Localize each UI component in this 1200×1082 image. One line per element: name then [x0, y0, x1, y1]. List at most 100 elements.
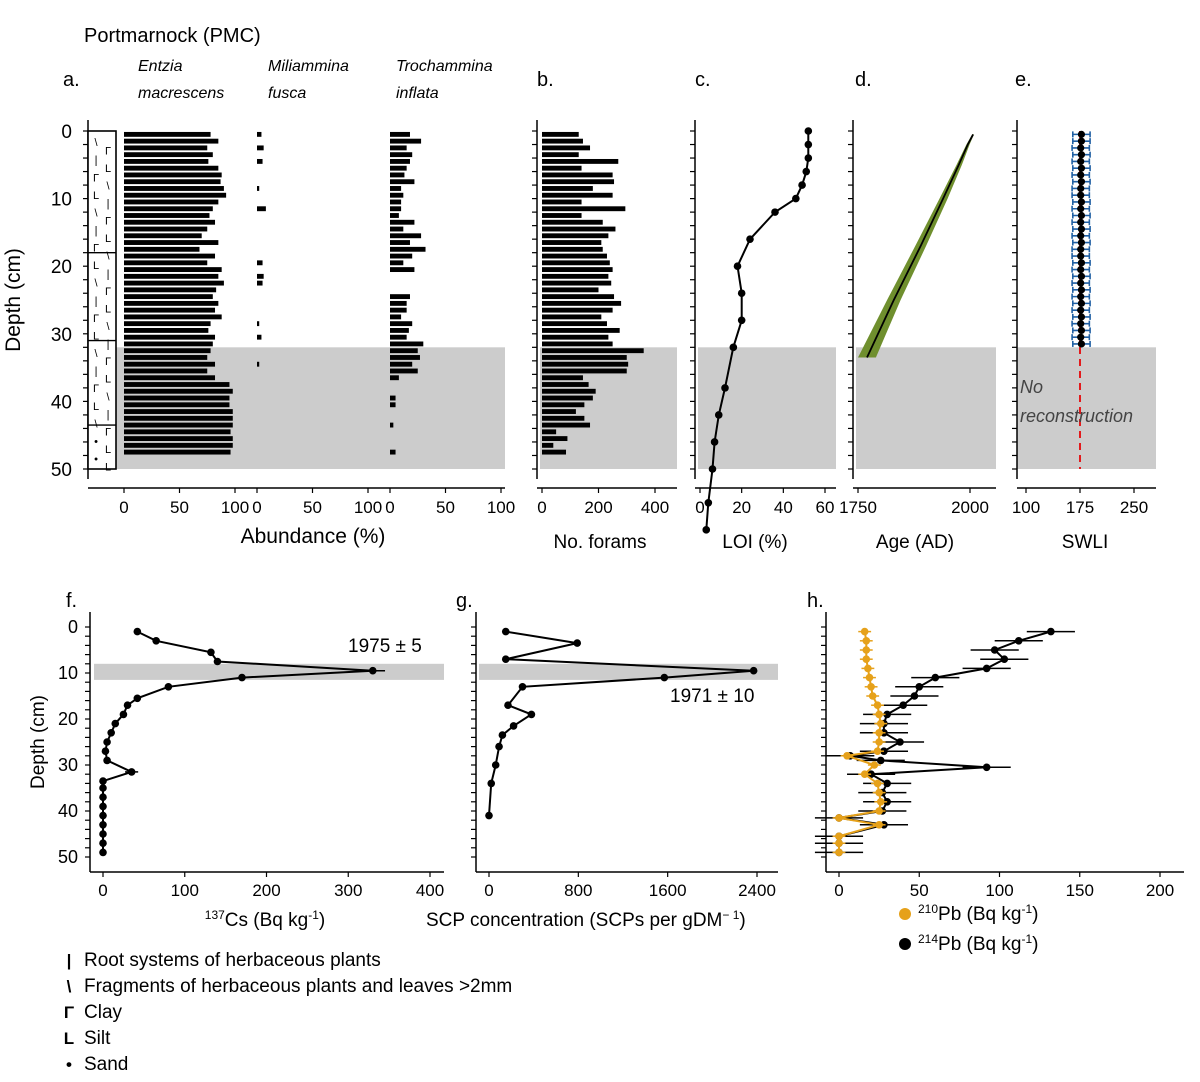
bar-0: [124, 172, 222, 178]
legend-label: Silt: [84, 1028, 111, 1049]
lithology-symbol: Γ: [93, 383, 99, 395]
pb0-point: [875, 710, 883, 719]
bar-1: [257, 273, 264, 279]
y-tick-label: 30: [58, 755, 78, 775]
pb0-point: [864, 664, 872, 673]
pb0-point: [862, 655, 871, 663]
swli-point: [1077, 184, 1085, 193]
bar-2: [390, 422, 394, 428]
lithology-symbol: \: [94, 137, 98, 149]
panel-label: c.: [695, 69, 711, 91]
bar-0: [124, 300, 219, 306]
x-axis-label: SWLI: [1062, 532, 1108, 553]
bar-2: [390, 192, 404, 198]
pb0-point: [875, 821, 883, 829]
pb1-point: [910, 692, 919, 700]
lithology-symbol: \: [106, 391, 110, 403]
bar: [542, 388, 596, 394]
swli-point: [1077, 130, 1086, 138]
lithology-symbol: Γ: [105, 426, 111, 438]
bar-0: [124, 213, 210, 218]
date-annotation: 1971 ± 10: [670, 686, 754, 707]
bar: [542, 267, 613, 273]
x-tick-label: 0: [537, 498, 546, 517]
y-tick-label: 0: [68, 617, 78, 637]
series-label: Entzia: [138, 58, 183, 75]
bar-0: [124, 409, 233, 414]
legend-label: Sand: [84, 1054, 128, 1075]
bar-2: [390, 294, 410, 300]
bar-0: [124, 280, 224, 286]
pb1-point: [876, 756, 885, 765]
loi-point: [708, 465, 717, 473]
swli-point: [1077, 272, 1086, 280]
x-tick-label: 250: [1120, 498, 1148, 517]
x-tick-label: 100: [221, 498, 249, 517]
pb0-point: [875, 729, 883, 737]
bar-0: [124, 422, 233, 428]
lithology-symbol: L: [105, 374, 111, 386]
lithology-symbol: |: [95, 225, 98, 237]
bar-0: [124, 165, 219, 171]
bar-0: [124, 287, 217, 293]
loi-point: [714, 411, 723, 419]
bar: [542, 165, 582, 171]
bar-0: [124, 449, 231, 455]
pb0-point: [873, 747, 882, 755]
pb0-point: [862, 646, 871, 654]
swli-point: [1077, 313, 1086, 321]
loi-point: [737, 289, 746, 298]
loi-point: [804, 154, 813, 162]
bar-2: [390, 327, 409, 333]
bar-2: [390, 267, 415, 273]
y-tick-label: 40: [58, 801, 78, 821]
y-axis-label: Depth (cm): [28, 695, 49, 789]
panel-label: g.: [456, 590, 473, 612]
swli-point: [1077, 286, 1086, 294]
y-tick-label: 0: [61, 122, 72, 143]
cs137-point: [99, 793, 107, 801]
cs137-point: [164, 683, 173, 691]
x-tick-label: 50: [303, 498, 322, 517]
x-tick-label: 2400: [738, 881, 776, 900]
x-axis-label: SCP concentration (SCPs per gDM− 1): [426, 908, 746, 931]
scp-point: [485, 811, 493, 820]
lithology-symbol: \: [94, 278, 98, 290]
pb0-point: [835, 839, 843, 847]
bar: [542, 246, 603, 252]
x-tick-label: 800: [564, 881, 592, 900]
bar: [542, 368, 627, 374]
loi-point: [710, 438, 719, 446]
scp-point: [498, 731, 507, 739]
bar-2: [390, 375, 399, 381]
bar: [542, 361, 629, 367]
pb0-point: [868, 692, 877, 700]
swli-point: [1077, 171, 1085, 179]
bar: [542, 442, 554, 448]
bar: [542, 273, 609, 279]
x-tick-label: 50: [910, 881, 929, 900]
bar-0: [124, 402, 230, 408]
swli-point: [1077, 320, 1085, 328]
scp-point: [527, 710, 536, 719]
bar-1: [257, 321, 260, 327]
bar: [542, 449, 567, 455]
y-tick-label: 50: [58, 847, 78, 867]
bar-0: [124, 321, 211, 327]
bar-2: [390, 199, 402, 205]
bar-0: [124, 273, 219, 279]
loi-point: [798, 181, 806, 189]
lithology-symbol: •: [94, 436, 98, 448]
bar-2: [390, 300, 407, 306]
x-tick-label: 0: [252, 498, 261, 517]
shaded-interval: [856, 347, 996, 469]
bar-0: [124, 361, 216, 367]
bar: [542, 429, 557, 435]
swli-point: [1077, 252, 1085, 260]
bar: [542, 152, 579, 158]
bar: [542, 402, 585, 408]
shaded-interval: [540, 347, 677, 469]
bar-2: [390, 138, 422, 144]
legend-symbol: •: [66, 1055, 72, 1074]
bar-1: [257, 158, 263, 164]
